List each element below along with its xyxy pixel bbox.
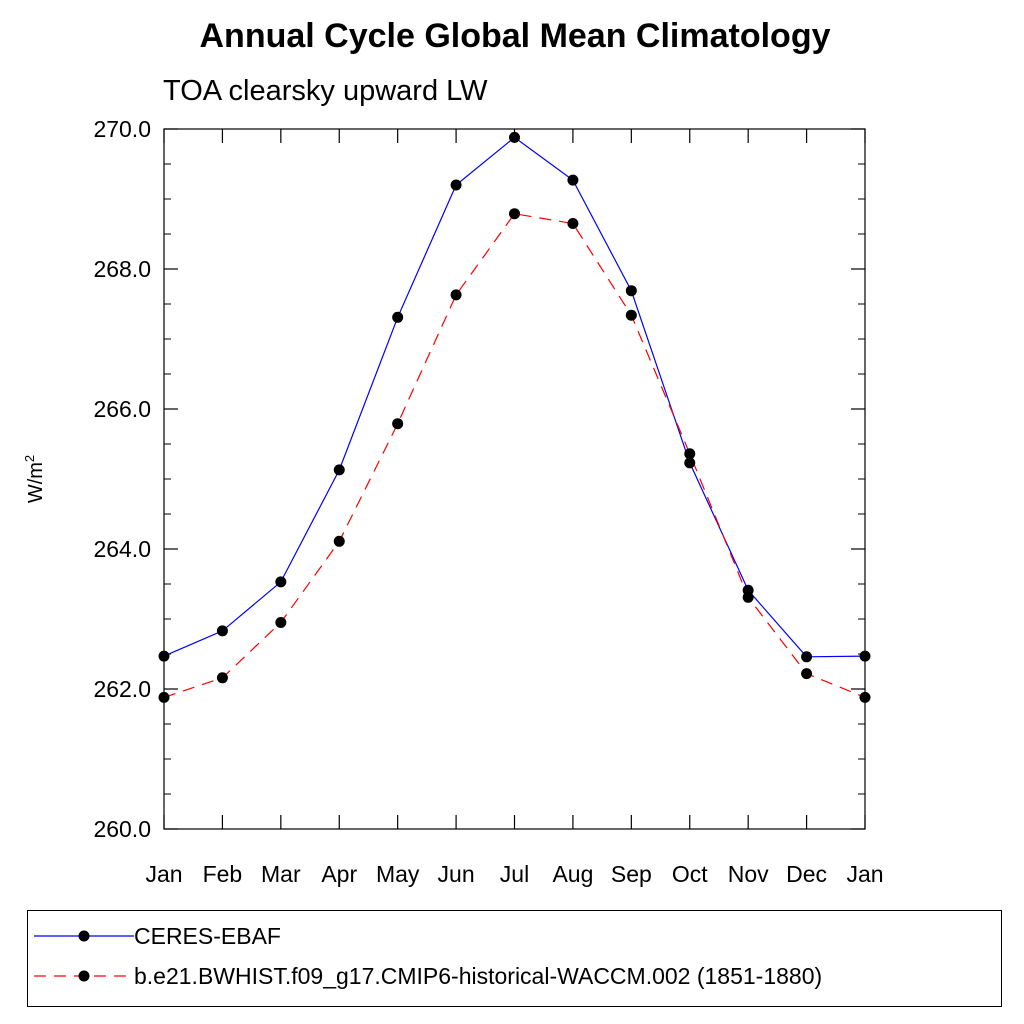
legend-marker-ceres [78, 930, 90, 942]
data-point-series-0 [275, 576, 287, 588]
data-point-series-1 [742, 591, 754, 603]
legend-swatch-ceres [34, 930, 134, 942]
x-tick-label: Jul [500, 861, 529, 887]
x-tick-label: Apr [321, 861, 357, 887]
y-tick-labels: 260.0 262.0 264.0 266.0 268.0 270.0 [93, 116, 151, 842]
x-tick-label: May [376, 861, 420, 887]
x-tick-label: Dec [786, 861, 827, 887]
x-tick-label: Aug [552, 861, 593, 887]
series-line-1 [163, 213, 866, 698]
x-tick-label: Nov [728, 861, 769, 887]
chart-subtitle: TOA clearsky upward LW [163, 75, 488, 107]
data-point-series-1 [216, 672, 228, 684]
legend-label-model: b.e21.BWHIST.f09_g17.CMIP6-historical-WA… [134, 963, 823, 989]
data-point-series-0 [567, 174, 579, 186]
x-tick-label: Mar [261, 861, 301, 887]
data-point-series-0 [625, 285, 637, 297]
data-point-series-0 [801, 651, 813, 663]
data-point-series-1 [625, 309, 637, 321]
data-point-series-0 [450, 179, 462, 191]
data-point-series-0 [509, 131, 520, 143]
data-point-series-1 [158, 691, 170, 703]
data-point-series-1 [333, 535, 345, 547]
y-tick-label: 266.0 [93, 396, 151, 422]
legend: CERES-EBAF b.e21.BWHIST.f09_g17.CMIP6-hi… [27, 910, 1002, 1007]
data-point-series-1 [801, 668, 813, 680]
data-point-series-0 [684, 457, 696, 469]
y-tick-label: 270.0 [93, 116, 151, 142]
data-point-series-1 [509, 208, 520, 220]
data-point-series-1 [450, 289, 462, 301]
data-point-series-0 [392, 311, 404, 323]
data-point-series-1 [567, 218, 579, 229]
data-point-series-1 [392, 418, 404, 430]
x-tick-label: Jan [145, 861, 182, 887]
data-point-series-0 [216, 625, 228, 637]
y-tick-label: 264.0 [93, 536, 151, 562]
legend-swatch-model [34, 970, 134, 982]
chart-title: Annual Cycle Global Mean Climatology [200, 17, 831, 55]
axis-ticks [163, 128, 866, 830]
data-point-series-1 [684, 448, 696, 460]
data-point-series-1 [275, 617, 287, 628]
y-tick-label: 262.0 [93, 676, 151, 702]
data-point-series-0 [333, 464, 345, 476]
x-tick-label: Jan [846, 861, 883, 887]
y-tick-label: 260.0 [93, 816, 151, 842]
y-axis-label: W/m2 [22, 455, 47, 503]
x-tick-label: Jun [438, 861, 475, 887]
data-point-series-1 [859, 691, 871, 703]
x-tick-label: Feb [203, 861, 243, 887]
legend-label-ceres: CERES-EBAF [134, 923, 281, 949]
legend-marker-model [78, 970, 90, 982]
x-tick-label: Oct [672, 861, 708, 887]
x-tick-label: Sep [611, 861, 652, 887]
data-point-series-0 [859, 650, 871, 662]
series-markers [158, 131, 871, 703]
y-tick-label: 268.0 [93, 256, 151, 282]
series-lines [163, 136, 866, 698]
data-point-series-0 [158, 650, 170, 662]
plot-frame [163, 128, 866, 830]
x-tick-labels: Jan Feb Mar Apr May Jun Jul Aug Sep Oct Nov Dec Jan [145, 861, 883, 887]
